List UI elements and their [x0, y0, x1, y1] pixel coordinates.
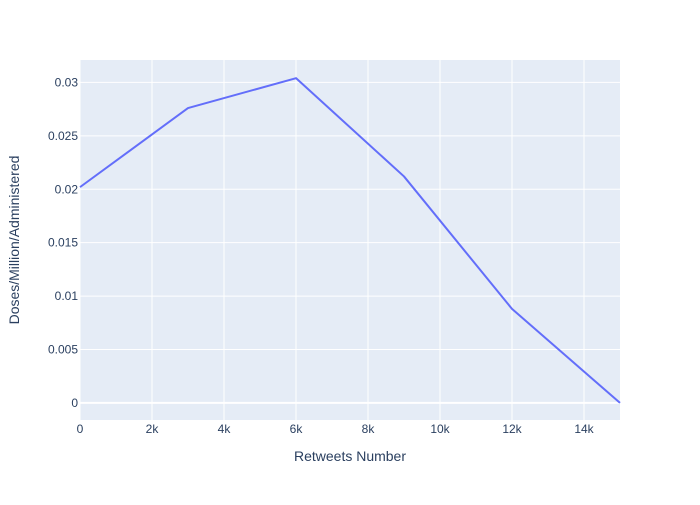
plot-area — [80, 60, 620, 420]
y-axis-title: Doses/Million/Administered — [6, 156, 22, 325]
x-gridlines — [79, 60, 585, 420]
x-tick-label: 4k — [218, 422, 232, 436]
x-tick-label: 2k — [146, 422, 160, 436]
x-tick-label: 14k — [574, 422, 594, 436]
x-tick-label: 0 — [77, 422, 84, 436]
y-tick-label: 0.01 — [55, 289, 79, 303]
y-tick-label: 0.02 — [55, 182, 79, 196]
y-tick-label: 0 — [71, 396, 78, 410]
x-tick-labels: 0 2k 4k 6k 8k 10k 12k 14k — [77, 422, 595, 436]
y-tick-label: 0.005 — [48, 342, 78, 356]
x-tick-label: 10k — [430, 422, 450, 436]
y-tick-label: 0.03 — [55, 75, 79, 89]
x-axis-title: Retweets Number — [294, 448, 406, 464]
x-tick-label: 6k — [290, 422, 304, 436]
y-tick-labels: 0 0.005 0.01 0.015 0.02 0.025 0.03 — [48, 75, 78, 409]
y-tick-label: 0.015 — [48, 236, 78, 250]
x-tick-label: 12k — [502, 422, 522, 436]
y-gridlines — [80, 81, 620, 404]
series-line — [79, 77, 621, 404]
y-tick-label: 0.025 — [48, 129, 78, 143]
x-tick-label: 8k — [362, 422, 376, 436]
